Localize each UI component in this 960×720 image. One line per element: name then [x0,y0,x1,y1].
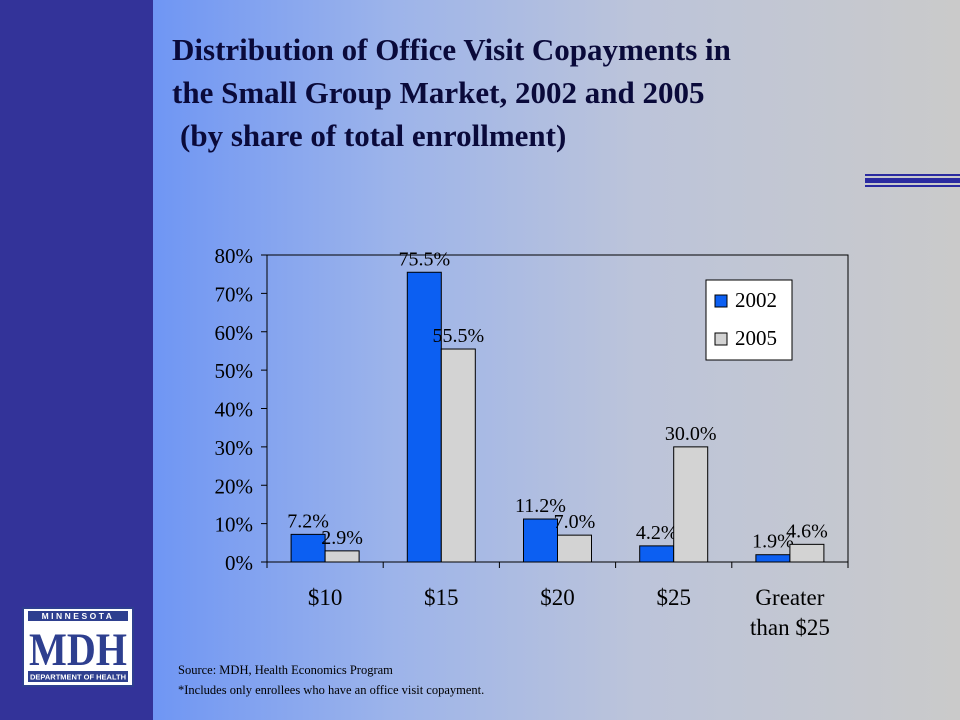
bar-2002 [639,545,675,563]
footnote: *Includes only enrollees who have an off… [178,683,485,697]
bar-2002 [290,533,326,563]
y-tick-label: 30% [215,436,254,460]
legend-swatch-2005 [714,332,728,346]
title-subtitle: (by share of total enrollment) [180,118,567,153]
logo-main-text: MDH [29,624,127,676]
legend-swatch-2002 [714,294,728,308]
title-line-1: Distribution of Office Visit Copayments … [172,32,731,67]
bar-2005 [557,534,592,563]
data-label-2005: 55.5% [432,325,484,347]
y-tick-label: 20% [215,474,254,498]
data-label-2005: 7.0% [554,511,596,533]
y-tick-label: 10% [215,513,254,537]
data-label-2005: 4.6% [786,520,828,542]
y-tick-label: 50% [215,359,254,383]
data-label-2002: 11.2% [515,495,566,517]
title-divider-thin-bottom [865,185,960,187]
bar-2005 [324,550,360,563]
y-tick-label: 40% [215,398,254,422]
legend-box [705,279,793,361]
sidebar [0,0,153,720]
slide-title: Distribution of Office Visit Copayments … [172,28,942,157]
x-tick-label: Greater [755,585,824,610]
bar-chart: 0% 10% 20% 30% 40% 50% 60% 70% 80% $10 $15 $20 $25 Gr… [215,244,849,640]
x-tick-label: $20 [540,585,575,610]
y-tick-label: 80% [215,244,254,268]
bar-2002 [523,518,558,563]
data-label-2002: 4.2% [636,522,678,544]
source-note: Source: MDH, Health Economics Program [178,663,393,677]
y-tick-label: 0% [225,551,253,575]
logo-top-band [28,611,128,621]
data-label-2005: 30.0% [665,423,717,445]
logo-bottom-band [28,671,128,682]
slide-background [153,0,960,720]
data-label-2002: 1.9% [752,531,794,553]
bar-2002 [406,271,442,563]
x-tick-label: $15 [424,585,459,610]
x-tick-label: than $25 [750,615,830,640]
bar-2002 [755,554,791,563]
x-tick-label: $10 [308,585,343,610]
legend-label-2002: 2002 [735,288,777,312]
x-tick-label: $25 [656,585,691,610]
logo-top-text: MINNESOTA [42,611,115,621]
title-divider-thin-top [865,174,960,176]
data-label-2002: 75.5% [398,248,450,270]
title-divider-thick [865,178,960,183]
bar-2005 [673,446,709,563]
logo-bottom-text: DEPARTMENT OF HEALTH [30,675,126,682]
mdh-logo: MINNESOTA MDH DEPARTMENT OF HEALTH [22,607,134,687]
bar-2005 [789,543,825,563]
data-label-2005: 2.9% [321,527,363,549]
title-line-2: the Small Group Market, 2002 and 2005 [172,75,705,110]
data-label-2002: 7.2% [287,510,329,532]
y-tick-label: 70% [215,282,254,306]
y-tick-label: 60% [215,321,254,345]
legend-label-2005: 2005 [735,326,777,350]
bar-2005 [440,348,476,563]
